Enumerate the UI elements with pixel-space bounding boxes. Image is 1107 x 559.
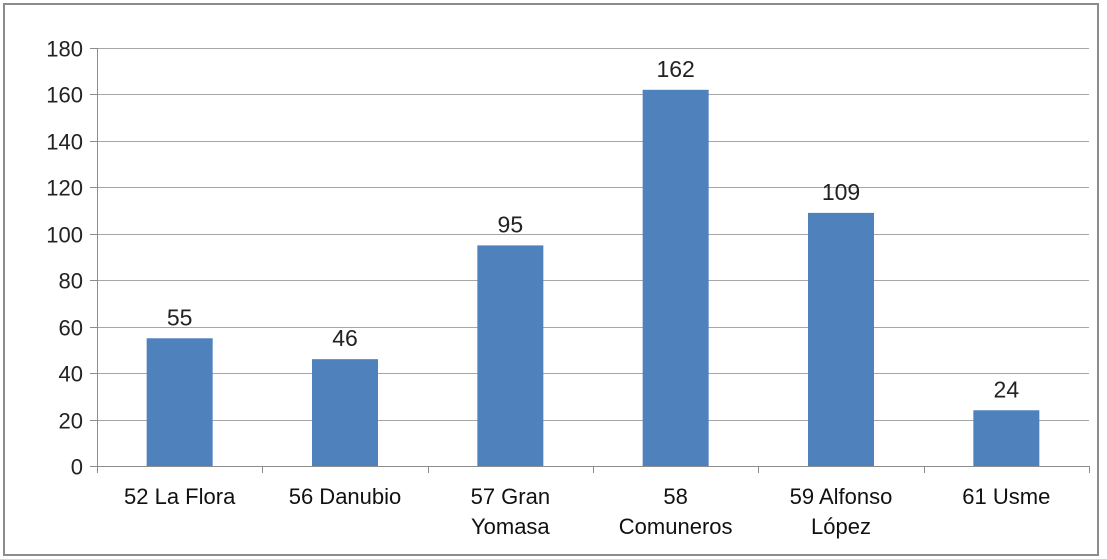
bar: [146, 338, 213, 466]
data-label: 55: [167, 304, 193, 330]
x-category-label: 58 Comuneros: [619, 484, 733, 539]
y-tick-label: 160: [46, 83, 83, 108]
axes: [90, 48, 1090, 473]
x-category-label: 52 La Flora: [124, 484, 236, 509]
y-tick-label: 40: [59, 362, 83, 387]
bars: [146, 89, 1040, 467]
data-label: 109: [822, 179, 860, 205]
y-tick-label: 20: [59, 409, 83, 434]
y-tick-label: 120: [46, 176, 83, 201]
x-category-label-line: 57 Gran: [471, 484, 551, 509]
x-category-label-line: Comuneros: [619, 514, 733, 539]
x-category-label-line: 58: [663, 484, 687, 509]
bar: [642, 89, 709, 467]
data-label: 95: [498, 211, 524, 237]
y-tick-label: 0: [71, 455, 83, 480]
data-label: 24: [994, 376, 1020, 402]
x-category-label-line: 59 Alfonso: [790, 484, 893, 509]
y-tick-label: 100: [46, 223, 83, 248]
bar: [477, 245, 544, 466]
gridlines: [97, 48, 1089, 421]
y-tick-label: 180: [46, 37, 83, 62]
x-category-label-line: 56 Danubio: [289, 484, 402, 509]
data-label: 46: [332, 325, 358, 351]
x-category-label: 57 Gran Yomasa: [471, 484, 551, 539]
x-category-label-line: López: [811, 514, 871, 539]
y-tick-label: 60: [59, 316, 83, 341]
x-category-label: 61 Usme: [962, 484, 1050, 509]
x-category-label: 59 Alfonso López: [790, 484, 893, 539]
labels: 0 20 40 60 80 100 120 140 160 180 55 52 La Flora 46 5…: [46, 37, 1050, 540]
bar: [808, 212, 874, 466]
x-category-label-line: Yomasa: [471, 514, 550, 539]
y-tick-label: 140: [46, 130, 83, 155]
bar: [312, 359, 378, 466]
x-category-label: 56 Danubio: [289, 484, 402, 509]
y-tick-label: 80: [59, 269, 83, 294]
bar: [973, 410, 1040, 466]
x-category-label-line: 61 Usme: [962, 484, 1050, 509]
x-category-label-line: 52 La Flora: [124, 484, 236, 509]
data-label: 162: [656, 56, 694, 82]
